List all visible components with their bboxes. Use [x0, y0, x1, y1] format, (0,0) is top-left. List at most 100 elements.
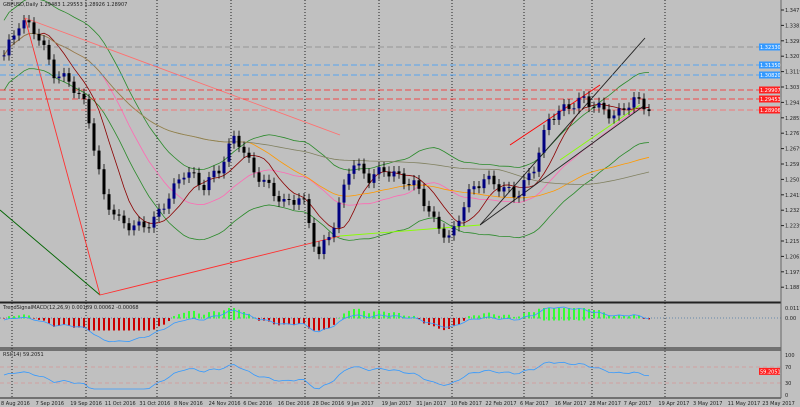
macd-histogram-bar [233, 308, 235, 321]
macd-histogram-bar [73, 318, 75, 328]
macd-histogram-bar [273, 318, 275, 325]
candle-body [622, 108, 626, 110]
candle-body [152, 216, 156, 228]
moving-average-8 [3, 32, 650, 230]
candle-body [342, 184, 346, 203]
candle-body [587, 96, 591, 107]
macd-histogram-bar [113, 318, 115, 331]
trend-line [24, 17, 341, 136]
macd-histogram-bar [568, 308, 570, 321]
candle-body [112, 209, 116, 215]
price-label: 1.20635 [785, 254, 800, 260]
candle-body [167, 198, 171, 209]
trend-line [99, 235, 341, 296]
candle-body [147, 227, 151, 229]
trend-line [339, 224, 481, 237]
candle-body [42, 40, 46, 45]
candle-body [347, 173, 351, 185]
candle-body [522, 180, 526, 196]
macd-histogram-bar [138, 318, 140, 331]
candle-body [277, 196, 281, 202]
trend-line [509, 84, 601, 146]
macd-histogram-bar [528, 312, 530, 319]
price-pane[interactable] [0, 0, 781, 296]
rsi-axis-label: 70 [785, 365, 791, 371]
trend-line [559, 104, 641, 161]
macd-histogram-bar [553, 308, 555, 321]
candle-body [427, 206, 431, 212]
rsi-current-tag [759, 367, 780, 375]
candle-body [182, 177, 186, 180]
candle-body [72, 81, 76, 93]
candle-body [207, 177, 211, 191]
macd-histogram-bar [23, 314, 25, 319]
candle-body [317, 246, 321, 255]
macd-histogram-bar [228, 308, 230, 320]
candle-body [7, 39, 11, 56]
candle-body [647, 109, 651, 112]
macd-histogram-bar [598, 310, 600, 319]
candle-body [92, 123, 96, 151]
price-label: 1.31195 [785, 70, 800, 76]
candle-body [637, 97, 641, 99]
rsi-current-value: 59.2051 [760, 369, 781, 375]
rsi-pane[interactable] [0, 361, 781, 390]
macd-histogram-bar [588, 309, 590, 319]
candle-body [407, 183, 411, 186]
macd-histogram-bar [378, 310, 380, 319]
price-tag-label: 1.29907 [760, 88, 781, 94]
macd-histogram-bar [418, 318, 420, 320]
candle-body [492, 175, 496, 185]
rsi-label: RSI(14) 59.2051 [3, 352, 44, 358]
candle-body [202, 184, 206, 191]
candle-body [512, 187, 516, 198]
macd-histogram-bar [388, 313, 390, 319]
macd-histogram-bar [98, 318, 100, 331]
time-label: 7 Apr 2017 [624, 401, 652, 407]
candle-body [597, 102, 601, 108]
macd-histogram-bar [633, 314, 635, 319]
macd-histogram-bar [18, 315, 20, 319]
candle-body [532, 171, 536, 174]
macd-histogram-bar [318, 318, 320, 331]
candle-body [137, 221, 141, 226]
candle-body [437, 216, 441, 229]
macd-histogram-bar [583, 308, 585, 321]
time-label: 9 Jan 2017 [347, 401, 374, 407]
macd-histogram-bar [238, 309, 240, 319]
macd-histogram-bar [383, 311, 385, 319]
macd-histogram-bar [643, 318, 645, 319]
macd-histogram-bar [123, 318, 125, 331]
candle-body [462, 207, 466, 221]
price-label: 1.34715 [785, 8, 800, 14]
macd-histogram-bar [243, 311, 245, 319]
candle-body [107, 194, 111, 210]
candle-body [582, 96, 586, 98]
candle-body [432, 211, 436, 217]
time-label: 7 Sep 2016 [36, 401, 65, 407]
candle-body [47, 44, 51, 60]
macd-histogram-bar [188, 311, 190, 319]
price-label: 1.28555 [785, 116, 800, 122]
time-label: 28 Dec 2016 [312, 401, 344, 407]
candle-body [302, 198, 306, 200]
macd-histogram-bar [83, 318, 85, 329]
candle-body [117, 214, 121, 216]
candle-body [392, 171, 396, 177]
macd-histogram-bar [563, 308, 565, 321]
candle-body [327, 237, 331, 241]
candle-body [562, 104, 566, 111]
macd-pane[interactable] [0, 306, 781, 343]
macd-histogram-bar [193, 310, 195, 319]
macd-histogram-bar [408, 316, 410, 319]
trend-line [0, 209, 101, 296]
candle-body [542, 129, 546, 153]
price-tag-label: 1.31350 [760, 63, 781, 69]
candle-body [252, 157, 256, 173]
time-label: 16 Dec 2016 [278, 401, 310, 407]
macd-histogram-bar [498, 315, 500, 319]
macd-histogram-bar [358, 308, 360, 319]
time-label: 6 Dec 2016 [243, 401, 272, 407]
candle-body [442, 228, 446, 238]
